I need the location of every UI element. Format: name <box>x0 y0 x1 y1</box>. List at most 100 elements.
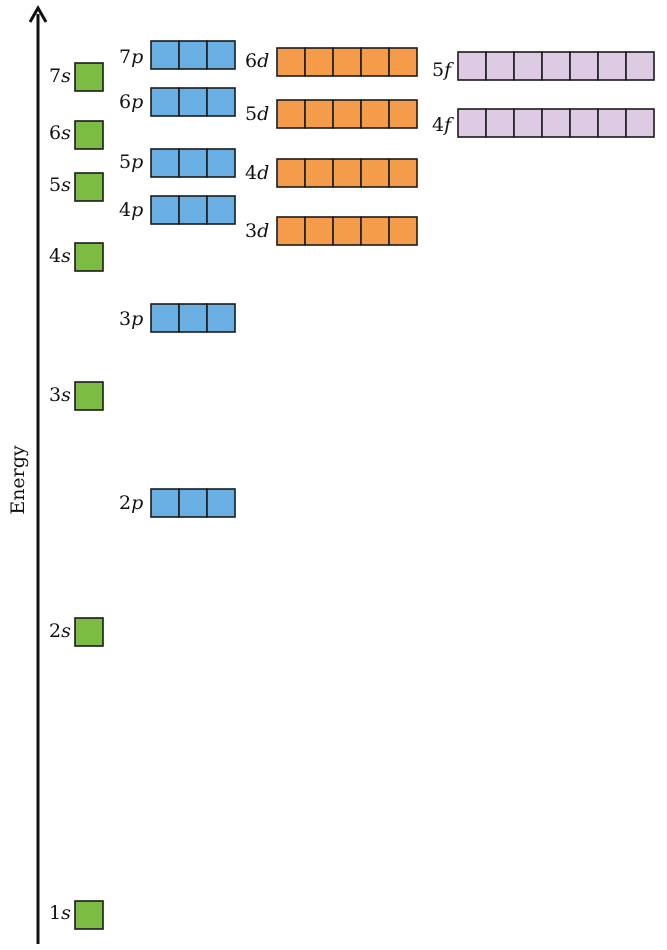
orbital-label-subshell: d <box>257 220 270 242</box>
orbital-label-2s: 2s <box>49 622 71 641</box>
orbital-label-subshell: p <box>131 199 144 221</box>
orbital-6p-box <box>206 87 236 117</box>
orbital-label-6d: 6d <box>245 52 269 71</box>
orbital-5f-box <box>485 51 515 81</box>
orbital-7s-box <box>74 62 104 92</box>
orbital-6s-boxes <box>74 120 104 150</box>
orbital-5p-box <box>178 148 208 178</box>
orbital-5p-box <box>206 148 236 178</box>
orbital-4f-box <box>541 108 571 138</box>
orbital-label-subshell: s <box>61 65 71 87</box>
orbital-6s-box <box>74 120 104 150</box>
orbital-label-5p: 5p <box>119 153 143 172</box>
orbital-5f-box <box>625 51 655 81</box>
orbital-label-1s: 1s <box>49 904 71 923</box>
orbital-label-4s: 4s <box>49 247 71 266</box>
orbital-7p-boxes <box>150 40 236 70</box>
orbital-label-number: 5 <box>245 103 258 125</box>
orbital-5p-boxes <box>150 148 236 178</box>
energy-axis-label: Energy <box>7 445 29 515</box>
orbital-label-number: 1 <box>49 902 62 924</box>
orbital-label-number: 3 <box>119 308 132 330</box>
orbital-1s-box <box>74 900 104 930</box>
orbital-5d-box <box>360 99 390 129</box>
orbital-5d-box <box>332 99 362 129</box>
orbital-6d-box <box>332 47 362 77</box>
orbital-3d-box <box>360 216 390 246</box>
orbital-2p-box <box>150 488 180 518</box>
orbital-3d-box <box>304 216 334 246</box>
orbital-4f-box <box>569 108 599 138</box>
orbital-4p-boxes <box>150 195 236 225</box>
orbital-6p-boxes <box>150 87 236 117</box>
orbital-5f-box <box>569 51 599 81</box>
orbital-1s-boxes <box>74 900 104 930</box>
orbital-label-number: 2 <box>49 620 62 642</box>
orbital-2s-boxes <box>74 617 104 647</box>
orbital-5p-box <box>150 148 180 178</box>
orbital-label-subshell: s <box>61 122 71 144</box>
orbital-label-number: 4 <box>119 199 132 221</box>
orbital-4s-boxes <box>74 242 104 272</box>
orbital-4p-box <box>150 195 180 225</box>
orbital-label-3p: 3p <box>119 310 143 329</box>
orbital-label-6s: 6s <box>49 124 71 143</box>
orbital-label-7p: 7p <box>119 48 143 67</box>
orbital-label-number: 2 <box>119 492 132 514</box>
orbital-label-number: 4 <box>49 245 62 267</box>
energy-axis <box>28 4 48 944</box>
orbital-label-subshell: p <box>131 46 144 68</box>
orbital-5d-box <box>304 99 334 129</box>
orbital-5s-boxes <box>74 172 104 202</box>
orbital-5f-box <box>513 51 543 81</box>
orbital-5d-box <box>276 99 306 129</box>
orbital-label-number: 3 <box>245 220 258 242</box>
orbital-4f-box <box>457 108 487 138</box>
orbital-4d-boxes <box>276 158 418 188</box>
orbital-5f-boxes <box>457 51 655 81</box>
orbital-6d-boxes <box>276 47 418 77</box>
orbital-label-5s: 5s <box>49 176 71 195</box>
orbital-6p-box <box>150 87 180 117</box>
orbital-label-number: 6 <box>49 122 62 144</box>
orbital-3p-boxes <box>150 303 236 333</box>
orbital-label-6p: 6p <box>119 93 143 112</box>
orbital-5s-box <box>74 172 104 202</box>
orbital-label-number: 6 <box>245 50 258 72</box>
orbital-5f-box <box>457 51 487 81</box>
orbital-label-number: 3 <box>49 384 62 406</box>
orbital-6d-box <box>304 47 334 77</box>
orbital-label-number: 4 <box>245 162 258 184</box>
orbital-boxes <box>74 40 655 930</box>
orbital-3p-box <box>206 303 236 333</box>
orbital-label-number: 4 <box>432 114 445 136</box>
orbital-4s-box <box>74 242 104 272</box>
orbital-label-2p: 2p <box>119 494 143 513</box>
orbital-7p-box <box>206 40 236 70</box>
orbital-3s-boxes <box>74 381 104 411</box>
orbital-label-subshell: p <box>131 492 144 514</box>
orbital-3d-box <box>332 216 362 246</box>
orbital-label-4f: 4f <box>432 116 451 135</box>
orbital-label-4p: 4p <box>119 201 143 220</box>
orbital-label-number: 6 <box>119 91 132 113</box>
orbital-3d-box <box>388 216 418 246</box>
orbital-3p-box <box>150 303 180 333</box>
orbital-label-subshell: p <box>131 91 144 113</box>
orbital-label-subshell: d <box>257 103 270 125</box>
orbital-label-subshell: s <box>61 384 71 406</box>
orbital-label-subshell: f <box>444 59 452 81</box>
orbital-label-number: 5 <box>432 59 445 81</box>
orbital-5d-box <box>388 99 418 129</box>
orbital-6p-box <box>178 87 208 117</box>
orbital-4d-box <box>332 158 362 188</box>
orbital-4p-box <box>206 195 236 225</box>
orbital-label-subshell: s <box>61 245 71 267</box>
orbital-4f-boxes <box>457 108 655 138</box>
orbital-7p-box <box>178 40 208 70</box>
orbital-4f-box <box>597 108 627 138</box>
orbital-4d-box <box>276 158 306 188</box>
orbital-2p-boxes <box>150 488 236 518</box>
orbital-label-5f: 5f <box>432 61 451 80</box>
orbital-label-7s: 7s <box>49 67 71 86</box>
